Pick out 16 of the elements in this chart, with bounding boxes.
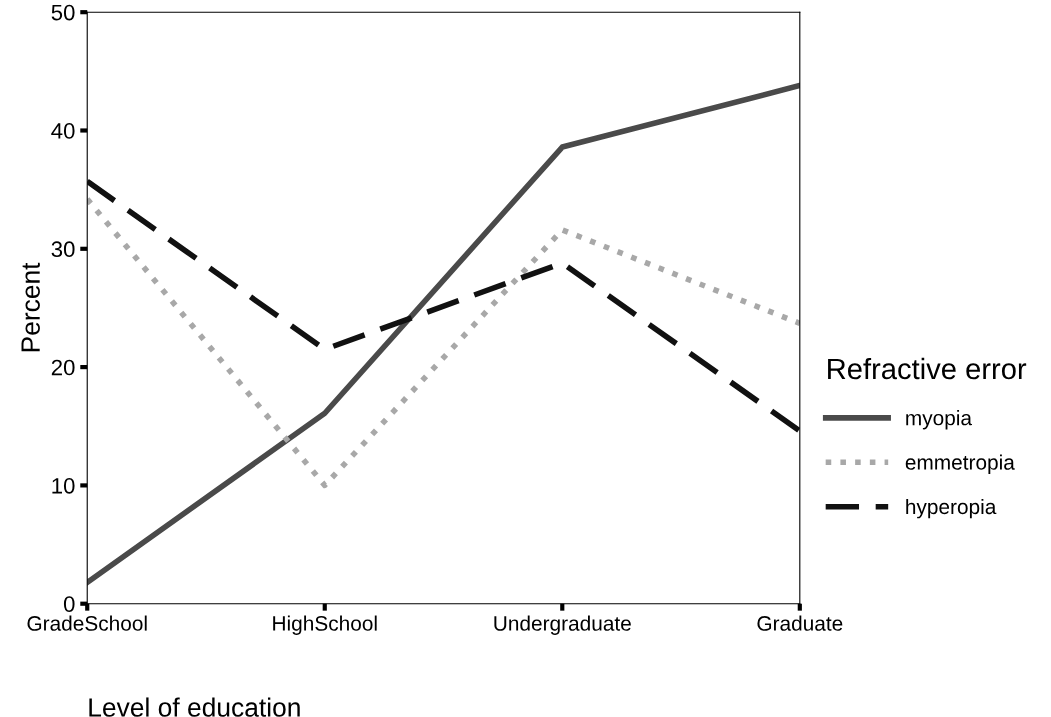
x-tick-label: HighSchool xyxy=(273,615,377,635)
x-tick-label: Undergraduate xyxy=(494,615,631,635)
x-tick-label: GradeSchool xyxy=(27,615,147,631)
legend-label: myopia xyxy=(906,410,973,430)
y-tick-label: 10 xyxy=(52,477,75,494)
legend-title: Refractive error xyxy=(828,357,1027,380)
legend-label: hyperopia xyxy=(906,498,997,519)
legend-label: emmetropia xyxy=(905,454,1015,474)
y-tick-label: 0 xyxy=(63,596,75,612)
x-tick-label: Graduate xyxy=(757,615,843,631)
y-tick-label: 40 xyxy=(51,123,75,139)
y-tick-label: 20 xyxy=(51,359,75,376)
y-tick-label: 30 xyxy=(51,241,75,258)
x-axis-title: Level of education xyxy=(89,697,300,717)
y-axis-title: Percent xyxy=(21,262,40,352)
y-tick-label: 50 xyxy=(51,4,75,21)
